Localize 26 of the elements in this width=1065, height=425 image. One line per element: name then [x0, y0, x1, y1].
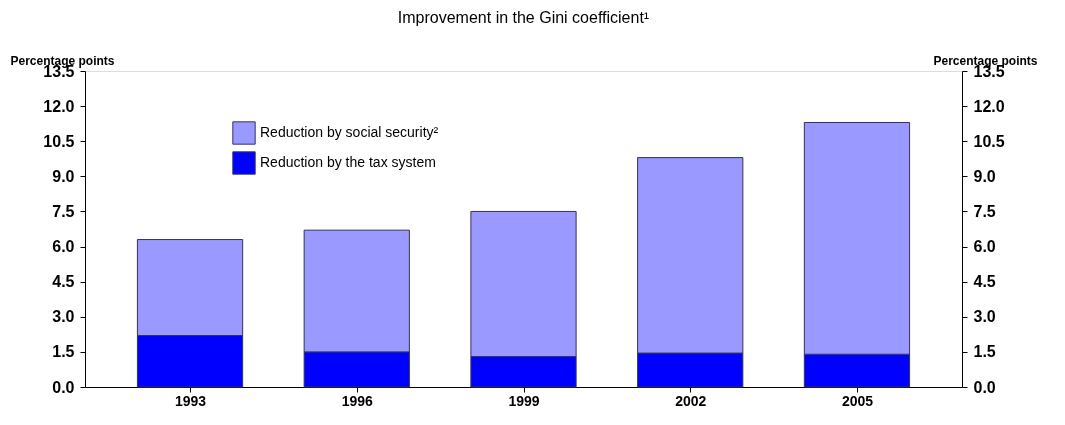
y2-tick-label: 12.0: [973, 97, 1005, 115]
y2-tick-label: 10.5: [973, 132, 1005, 150]
y-tick-label: 4.5: [52, 273, 75, 291]
y-tick-label: 10.5: [43, 132, 75, 150]
y2-tick-label: 1.5: [973, 343, 996, 361]
y-tick-label: 12.0: [43, 97, 75, 115]
x-tick-label: 2005: [841, 392, 874, 409]
x-tick-label: 1999: [508, 392, 540, 409]
y2-tick-label: 9.0: [973, 167, 996, 185]
legend-label: Reduction by the tax system: [260, 154, 436, 170]
y-tick-label: 6.0: [52, 238, 75, 256]
y-tick-label: 0.0: [52, 378, 75, 396]
x-tick-label: 1993: [174, 392, 207, 409]
y2-tick-label: 0.0: [973, 378, 996, 396]
legend-label: Reduction by social security²: [260, 124, 439, 140]
y2-tick-label: 3.0: [973, 308, 996, 326]
x-tick-label: 2002: [675, 392, 707, 409]
x-tick-label: 1996: [341, 392, 374, 409]
y-tick-label: 9.0: [52, 167, 75, 185]
y2-tick-label: 7.5: [973, 202, 996, 220]
y-tick-label: 3.0: [52, 308, 75, 326]
y-tick-label: 7.5: [52, 202, 75, 220]
y-tick-label: 1.5: [52, 343, 75, 361]
y2-tick-label: 6.0: [973, 238, 996, 256]
chart-title: Improvement in the Gini coefficient¹: [397, 9, 650, 26]
y2-tick-label: 4.5: [973, 273, 996, 291]
